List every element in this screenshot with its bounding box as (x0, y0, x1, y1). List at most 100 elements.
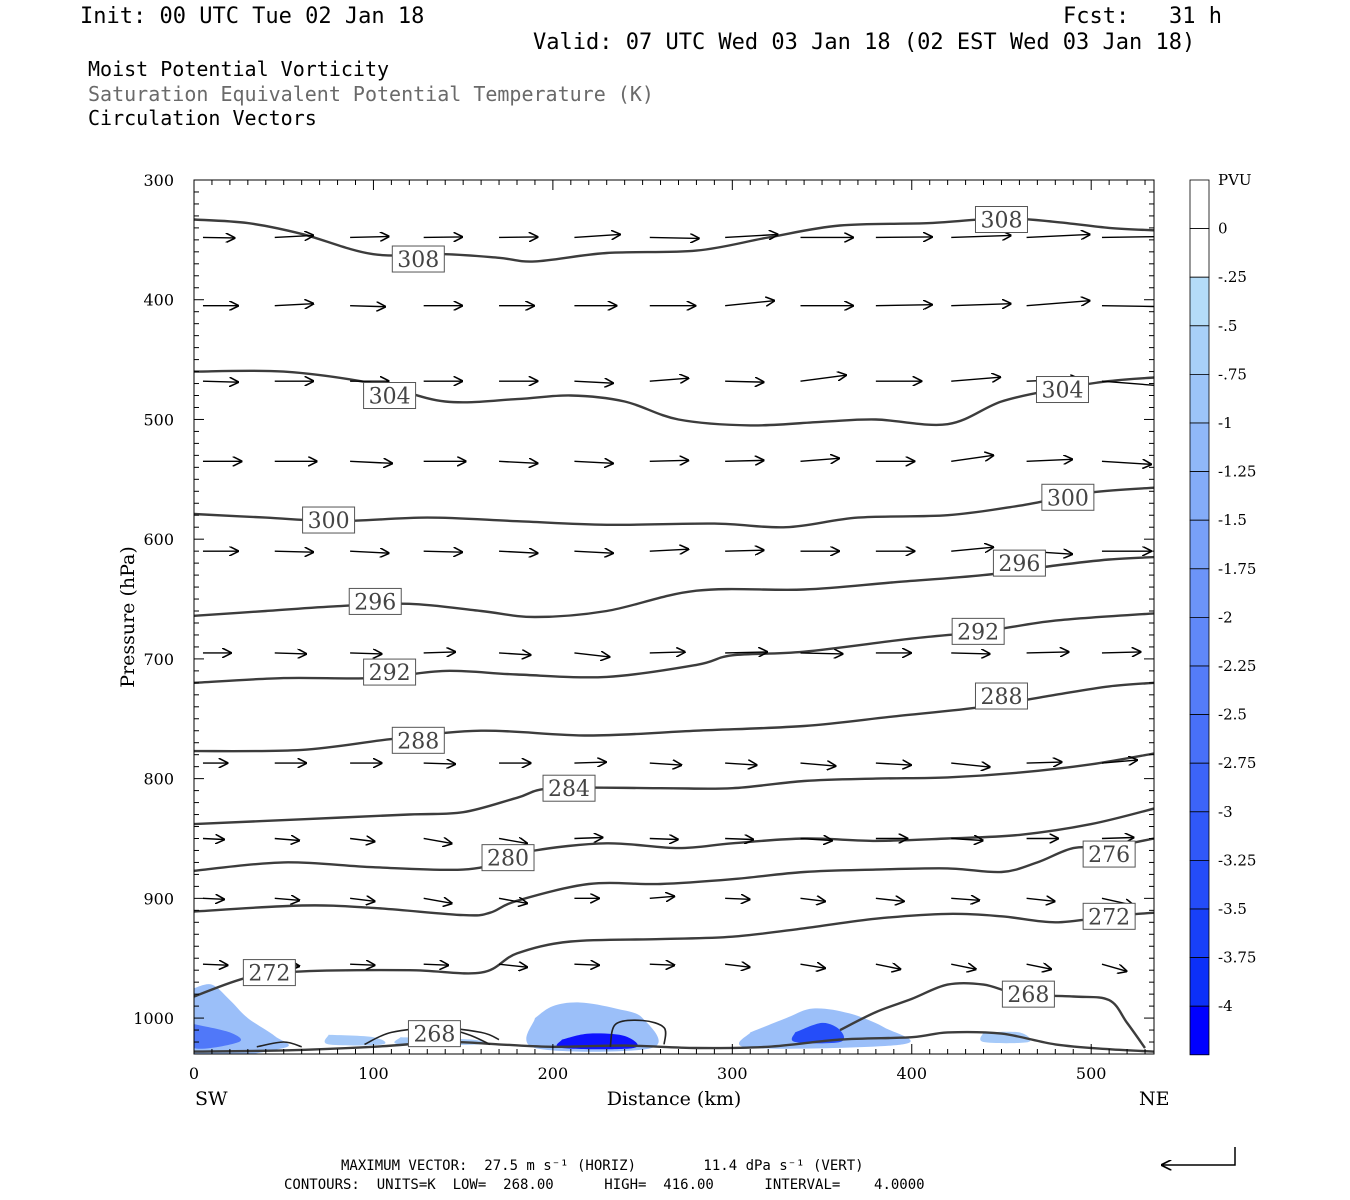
y-tick-label: 600 (143, 530, 174, 549)
colorbar-swatch (1189, 617, 1210, 667)
circulation-vector (274, 235, 314, 237)
colorbar-swatch (1189, 714, 1210, 764)
contour-label-box (1082, 840, 1136, 868)
circulation-vector (725, 550, 764, 551)
y-tick-label: 300 (143, 171, 174, 190)
colorbar-label: -2.25 (1218, 657, 1256, 675)
contour-label-box (951, 617, 1005, 645)
circulation-vector (951, 235, 1011, 237)
contour-label-292: 292 (363, 658, 417, 686)
circulation-vector (800, 964, 826, 968)
circulation-vector (875, 763, 911, 765)
circulation-vector (951, 898, 979, 900)
circulation-vector (875, 964, 901, 969)
contour-label-text: 304 (1041, 379, 1083, 404)
circulation-vector (498, 898, 527, 903)
y-tick-label: 900 (143, 889, 174, 908)
circulation-vector (800, 458, 840, 461)
circulation-vector (1101, 380, 1154, 386)
contour-label-text: 268 (1007, 983, 1049, 1008)
y-tick-label: 700 (143, 650, 174, 669)
circulation-vector (1101, 461, 1151, 464)
circulation-vector (1026, 964, 1052, 969)
contour-label-304: 304 (363, 382, 417, 410)
circulation-vector (725, 301, 774, 306)
circulation-vector (350, 653, 382, 654)
valid-time: Valid: 07 UTC Wed 03 Jan 18 (02 EST Wed … (533, 30, 1196, 55)
init-time: Init: 00 UTC Tue 02 Jan 18 (80, 4, 425, 29)
circulation-vector (725, 460, 764, 461)
circulation-vector (499, 653, 531, 655)
colorbar-label: -1.75 (1218, 560, 1256, 578)
colorbar-swatch (1189, 276, 1210, 327)
circulation-vector (1153, 762, 1154, 764)
circulation-vector (1026, 301, 1090, 307)
y-tick-label: 500 (143, 410, 174, 429)
contour-label-box (363, 658, 417, 686)
circulation-vectors (202, 234, 1154, 971)
circulation-vector (574, 762, 606, 763)
circulation-vector (1101, 235, 1154, 239)
contour-line-ground (194, 1030, 1154, 1053)
mpv-shade-region (791, 1022, 845, 1044)
contour-info-note: CONTOURS: UNITS=K LOW= 268.00 HIGH= 416.… (284, 1177, 925, 1193)
colorbar: PVU 0 -.25 -.5 -.75 -1 -1.25 -1.5 -1.75 -2 -2.25 -2… (1189, 171, 1256, 1056)
contour-label-280: 280 (481, 844, 535, 872)
colorbar-label: -3.5 (1218, 900, 1247, 918)
contour-label-box (974, 206, 1028, 234)
contour-label-box (1082, 902, 1136, 930)
contour-label-288: 288 (974, 682, 1028, 710)
mpv-shade-region (324, 1034, 386, 1046)
circulation-vector (1101, 963, 1127, 971)
y-tick-label: 800 (143, 770, 174, 789)
colorbar-label: -3.75 (1218, 949, 1256, 967)
x-tick-label: 400 (896, 1064, 927, 1083)
circulation-vector (423, 964, 449, 965)
contour-label-text: 304 (369, 385, 411, 410)
contour-label-text: 288 (397, 729, 439, 754)
circulation-vector (1101, 652, 1141, 653)
circulation-vector (574, 837, 602, 838)
circulation-vector (1026, 652, 1069, 653)
contour-label-text: 272 (1088, 905, 1130, 930)
colorbar-label: -1 (1218, 414, 1233, 432)
circulation-vector (202, 898, 224, 899)
contour-line-280 (194, 807, 1154, 872)
circulation-vector (423, 652, 456, 653)
y-tick-label: 1000 (133, 1009, 174, 1028)
circulation-vector (274, 838, 300, 840)
y-tick-label: 400 (143, 291, 174, 310)
colorbar-swatch (1189, 860, 1210, 910)
circulation-vector (800, 375, 847, 382)
contour-label-text: 292 (369, 661, 411, 686)
colorbar-title: PVU (1218, 171, 1252, 189)
colorbar-label: -3.25 (1218, 851, 1256, 869)
x-tick-label: 500 (1076, 1064, 1107, 1083)
circulation-vector (1026, 234, 1090, 237)
circulation-vector (725, 652, 767, 653)
circulation-vector (1153, 963, 1154, 965)
circulation-vector (951, 653, 990, 654)
colorbar-swatch (1189, 811, 1210, 861)
circulation-vector (499, 551, 538, 553)
circulation-vector (350, 838, 375, 841)
contour-label-box (1041, 483, 1095, 511)
circulation-vector (202, 237, 235, 238)
circulation-vector (499, 237, 538, 238)
colorbar-label: -2.75 (1218, 754, 1256, 772)
contour-label-308: 308 (974, 206, 1028, 234)
colorbar-swatch (1189, 957, 1210, 1007)
circulation-vector (274, 551, 314, 552)
circulation-vector (350, 551, 389, 553)
contour-label-text: 288 (980, 685, 1022, 710)
contour-label-276: 276 (1082, 840, 1136, 868)
contour-label-box (407, 1020, 461, 1048)
contour-label-text: 284 (548, 777, 590, 802)
x-endpoint-ne: NE (1139, 1088, 1170, 1110)
contour-label-box (542, 774, 596, 802)
contour-label-304: 304 (1035, 376, 1089, 404)
colorbar-label: -1.25 (1218, 463, 1256, 481)
circulation-vector (725, 763, 757, 765)
circulation-vector (274, 304, 314, 306)
colorbar-label: -4 (1218, 997, 1233, 1015)
